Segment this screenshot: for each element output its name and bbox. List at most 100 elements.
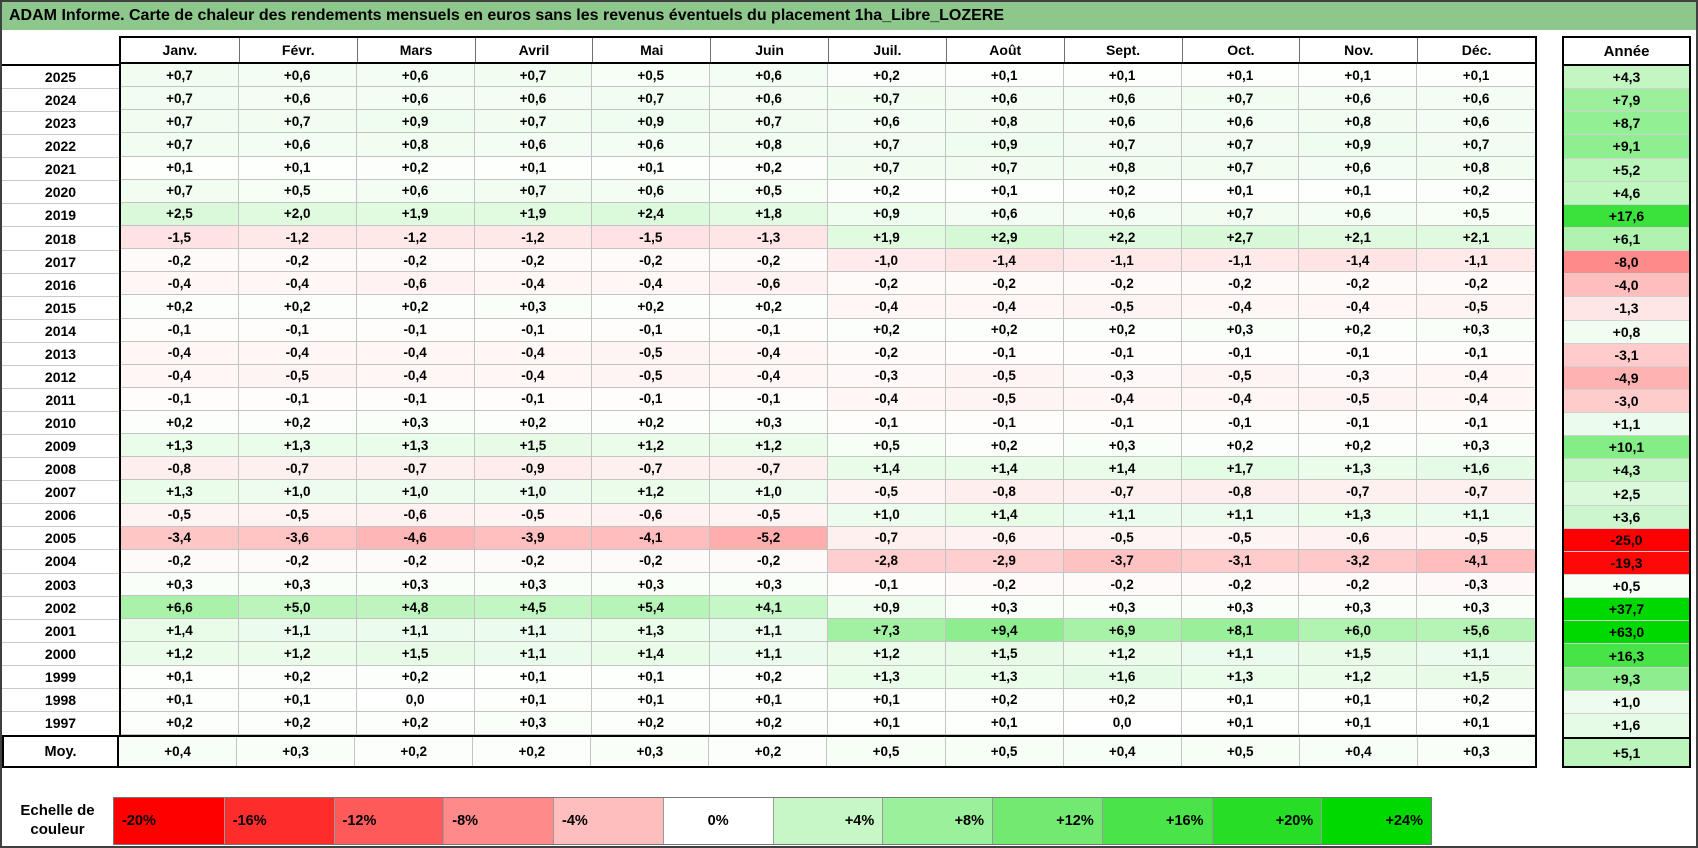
cell-1998-janv: +0,1 bbox=[121, 688, 239, 712]
cell-2005-avril: -3,9 bbox=[474, 526, 593, 550]
year-label-2020: 2020 bbox=[2, 181, 119, 205]
annual-2022: +9,1 bbox=[1564, 135, 1689, 159]
cell-2010-mai: +0,2 bbox=[592, 411, 711, 435]
cell-2025-juil: +0,2 bbox=[828, 64, 946, 88]
cell-2022-nov: +0,9 bbox=[1299, 133, 1418, 157]
year-label-1997: 1997 bbox=[44, 715, 77, 732]
cell-2002-mai: +5,4 bbox=[592, 596, 711, 620]
cell-2007-dec: -0,7 bbox=[1417, 480, 1535, 504]
legend-swatch--8pct: -8% bbox=[443, 798, 553, 844]
cell-2006-avril: -0,5 bbox=[474, 503, 593, 527]
cell-2005-oct: -0,5 bbox=[1181, 526, 1300, 550]
cell-1999-mars: +0,2 bbox=[356, 665, 475, 689]
cell-2020-oct: +0,1 bbox=[1181, 179, 1300, 203]
cell-2025-mai: +0,5 bbox=[592, 64, 711, 88]
cell-2017-avril: -0,2 bbox=[474, 249, 593, 273]
cell-2019-avril: +1,9 bbox=[474, 202, 593, 226]
cell-2000-avril: +1,1 bbox=[474, 642, 593, 666]
cell-2014-juil: +0,2 bbox=[828, 318, 946, 342]
cell-2014-oct: +0,3 bbox=[1181, 318, 1300, 342]
cell-2002-dec: +0,3 bbox=[1417, 596, 1535, 620]
cell-2012-oct: -0,5 bbox=[1181, 364, 1300, 388]
cell-2008-oct: +1,7 bbox=[1181, 457, 1300, 481]
cell-1997-mars: +0,2 bbox=[356, 711, 475, 735]
cell-2014-nov: +0,2 bbox=[1299, 318, 1418, 342]
month-header-avril: Avril bbox=[474, 38, 593, 62]
month-header-row: Janv. Févr. Mars Avril Mai Juin Juil. Août Sept.… bbox=[119, 36, 1537, 64]
cell-1998-mars: 0,0 bbox=[356, 688, 475, 712]
legend-swatch--12pct: -12% bbox=[333, 798, 444, 844]
cell-2013-mai: -0,5 bbox=[592, 341, 711, 365]
annual-2004: -19,3 bbox=[1564, 551, 1689, 576]
cell-2018-nov: +2,1 bbox=[1299, 225, 1418, 250]
cell-2021-oct: +0,7 bbox=[1181, 156, 1300, 180]
cell-2019-nov: +0,6 bbox=[1299, 202, 1418, 226]
cell-2004-mars: -0,2 bbox=[356, 549, 475, 574]
cell-2006-dec: +1,1 bbox=[1417, 503, 1535, 527]
cell-2010-juin: +0,3 bbox=[710, 411, 828, 435]
year-label-2015: 2015 bbox=[2, 297, 119, 320]
cell-2010-janv: +0,2 bbox=[121, 411, 239, 435]
cell-2012-nov: -0,3 bbox=[1299, 364, 1418, 388]
cell-2002-aout: +0,3 bbox=[945, 596, 1064, 620]
color-scale-label: Echelle de couleur bbox=[2, 797, 113, 845]
cell-2006-mars: -0,6 bbox=[356, 503, 475, 527]
cell-2009-juin: +1,2 bbox=[710, 434, 828, 458]
cell-2007-avril: +1,0 bbox=[474, 480, 593, 504]
year-label-2021: 2021 bbox=[2, 158, 119, 182]
annual-2002: +37,7 bbox=[1564, 598, 1689, 622]
cell-2008-janv: -0,8 bbox=[121, 457, 239, 481]
color-scale-strip: -20% -16% -12% -8% -4% 0% +4% +8% +12% +16% +20% +2… bbox=[113, 797, 1432, 845]
cell-2023-nov: +0,8 bbox=[1299, 110, 1418, 134]
cell-2022-oct: +0,7 bbox=[1181, 133, 1300, 157]
cell-2007-juil: -0,5 bbox=[828, 480, 946, 504]
cell-2022-dec: +0,7 bbox=[1417, 133, 1535, 157]
cell-1999-juil: +1,3 bbox=[828, 665, 946, 689]
cell-2025-aout: +0,1 bbox=[945, 64, 1064, 88]
cell-2015-sept: -0,5 bbox=[1063, 295, 1182, 319]
annual-2024: +7,9 bbox=[1564, 89, 1689, 113]
cell-2012-sept: -0,3 bbox=[1063, 364, 1182, 388]
cell-1999-janv: +0,1 bbox=[121, 665, 239, 689]
moy-cell-sept: +0,4 bbox=[1062, 737, 1181, 766]
cell-2001-dec: +5,6 bbox=[1417, 619, 1535, 643]
average-row-cells: +0,4 +0,3 +0,2 +0,2 +0,3 +0,2 +0,5 +0,5 +0,4 +0,5… bbox=[119, 737, 1535, 766]
cell-2012-dec: -0,4 bbox=[1417, 364, 1535, 388]
moy-cell-mai: +0,3 bbox=[590, 737, 709, 766]
legend-swatch--20pct: -20% bbox=[114, 798, 224, 844]
cell-2021-sept: +0,8 bbox=[1063, 156, 1182, 180]
cell-2013-juil: -0,2 bbox=[828, 341, 946, 365]
cell-2022-mars: +0,8 bbox=[356, 133, 475, 157]
cell-2017-oct: -1,1 bbox=[1181, 249, 1300, 273]
cell-2011-aout: -0,5 bbox=[945, 387, 1064, 412]
cell-1998-fevr: +0,1 bbox=[238, 688, 357, 712]
moy-cell-avril: +0,2 bbox=[472, 737, 591, 766]
cell-2004-dec: -4,1 bbox=[1417, 549, 1535, 574]
cell-2013-nov: -0,1 bbox=[1299, 341, 1418, 365]
cell-2009-juil: +0,5 bbox=[828, 434, 946, 458]
cell-2017-mars: -0,2 bbox=[356, 249, 475, 273]
cell-2018-janv: -1,5 bbox=[121, 225, 239, 250]
cell-2025-fevr: +0,6 bbox=[238, 64, 357, 88]
cell-2003-oct: -0,2 bbox=[1181, 573, 1300, 597]
annual-2001: +63,0 bbox=[1564, 621, 1689, 645]
cell-2014-mars: -0,1 bbox=[356, 318, 475, 342]
cell-2016-sept: -0,2 bbox=[1063, 272, 1182, 296]
cell-2005-juin: -5,2 bbox=[710, 526, 828, 550]
cell-2016-janv: -0,4 bbox=[121, 272, 239, 296]
cell-2021-dec: +0,8 bbox=[1417, 156, 1535, 180]
cell-2005-nov: -0,6 bbox=[1299, 526, 1418, 550]
report-title: ADAM Informe. Carte de chaleur des rende… bbox=[2, 2, 1696, 30]
year-label-1999: 1999 bbox=[2, 666, 119, 689]
cell-2000-dec: +1,1 bbox=[1417, 642, 1535, 666]
cell-2001-juil: +7,3 bbox=[828, 619, 946, 643]
cell-2023-juin: +0,7 bbox=[710, 110, 828, 134]
cell-2021-mars: +0,2 bbox=[356, 156, 475, 180]
cell-1997-janv: +0,2 bbox=[121, 711, 239, 735]
cell-1998-dec: +0,2 bbox=[1417, 688, 1535, 712]
cell-2001-oct: +8,1 bbox=[1181, 619, 1300, 643]
moy-cell-dec: +0,3 bbox=[1416, 737, 1535, 766]
cell-2023-juil: +0,6 bbox=[828, 110, 946, 134]
cell-2000-nov: +1,5 bbox=[1299, 642, 1418, 666]
cell-2020-juin: +0,5 bbox=[710, 179, 828, 203]
